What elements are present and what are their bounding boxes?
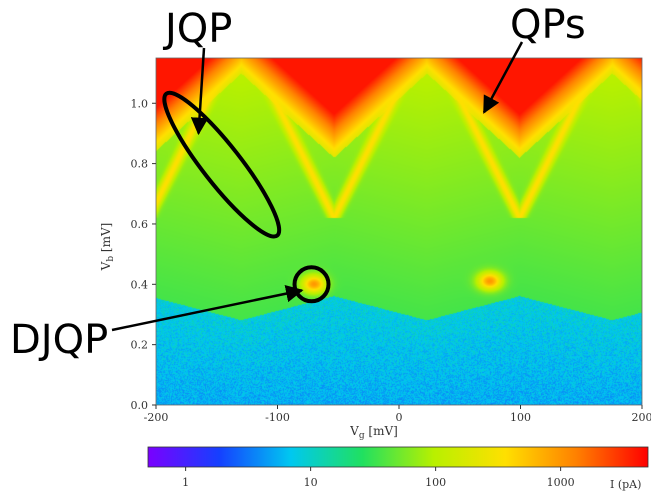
colorbar-tick-label: 100: [425, 476, 446, 489]
y-tick-label: 0.0: [131, 399, 149, 412]
y-tick-label: 1.0: [131, 97, 149, 110]
colorbar-tick-label: 1: [182, 476, 189, 489]
colorbar-tick-label: 1000: [547, 476, 575, 489]
x-tick-label: -100: [265, 411, 290, 424]
y-tick-label: 0.6: [131, 218, 149, 231]
colorbar-label: I (pA): [610, 478, 641, 491]
y-tick-label: 0.8: [131, 158, 149, 171]
qps-label: QPs: [510, 2, 586, 48]
colorbar: 1 10 100 1000 I (pA): [148, 447, 648, 491]
heatmap-area: [156, 58, 642, 405]
djqp-label: DJQP: [10, 317, 108, 363]
x-axis: -200 -100 0 100 200: [144, 405, 651, 424]
x-tick-label: -200: [144, 411, 169, 424]
colorbar-tick-label: 10: [304, 476, 318, 489]
y-axis: 0.0 0.2 0.4 0.6 0.8 1.0: [131, 97, 157, 412]
jqp-label: JQP: [162, 6, 232, 52]
colorbar-rect: [148, 447, 648, 467]
x-tick-label: 0: [396, 411, 403, 424]
x-tick-label: 100: [510, 411, 531, 424]
y-tick-label: 0.4: [131, 278, 149, 291]
y-axis-label: Vb [mV]: [99, 223, 116, 272]
heatmap-image: [156, 58, 642, 405]
x-tick-label: 200: [632, 411, 651, 424]
y-tick-label: 0.2: [131, 339, 149, 352]
colorbar-ticks: 1 10 100 1000: [182, 467, 574, 489]
x-axis-label: Vg [mV]: [349, 424, 398, 441]
